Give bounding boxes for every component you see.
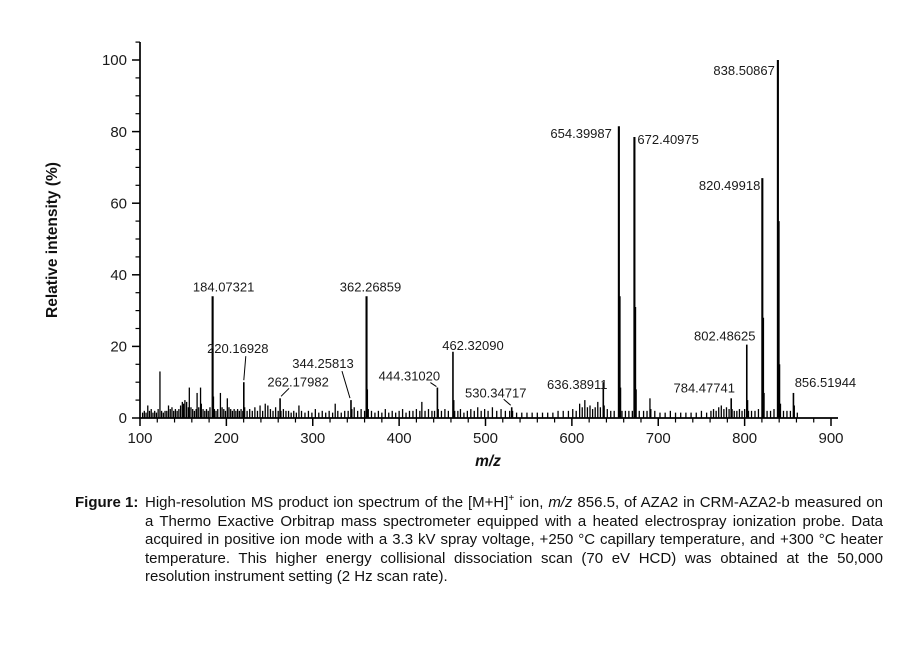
peak-label: 856.51944: [795, 375, 856, 390]
spectrum-chart: 100 200 300 400 500 600 700 800 900 0 20 40 60 80 100 1…: [44, 41, 856, 470]
caption-segment: 856.5, of AZA2 in CRM-AZA2-b measured on…: [145, 494, 883, 586]
peak-label-leader: [280, 387, 290, 397]
x-tick-label: 400: [387, 430, 412, 447]
y-tick-label: 20: [110, 339, 127, 356]
x-tick-label: 900: [818, 430, 843, 447]
x-axis-title: m/z: [475, 453, 501, 470]
peak-label: 220.16928: [207, 341, 268, 356]
x-tick-label: 800: [732, 430, 757, 447]
figure-caption-label: Figure 1:: [75, 494, 139, 511]
y-tick-label: 100: [102, 52, 127, 69]
x-tick-label: 700: [646, 430, 671, 447]
peak-label: 838.50867: [713, 63, 774, 78]
caption-segment: ion,: [514, 494, 549, 511]
peak-label: 802.48625: [694, 329, 755, 344]
figure-panel: 100 200 300 400 500 600 700 800 900 0 20 40 60 80 100 1…: [44, 41, 856, 470]
peak-label-leader: [430, 382, 437, 387]
figure-caption-text: High-resolution MS product ion spectrum …: [145, 494, 883, 587]
peak-label: 784.47741: [673, 380, 734, 395]
peak-label: 184.07321: [193, 279, 254, 294]
peak-label: 654.39987: [550, 126, 611, 141]
x-tick-label: 600: [559, 430, 584, 447]
peak-label-leader: [243, 356, 247, 381]
y-axis-title: Relative intensity (%): [44, 162, 61, 318]
y-tick-label: 0: [119, 410, 127, 427]
peak-label-leader: [503, 398, 512, 406]
figure-caption: Figure 1: High-resolution MS product ion…: [75, 494, 883, 587]
y-tick-label: 60: [110, 195, 127, 212]
peak-label-leader: [341, 370, 351, 399]
x-tick-label: 200: [214, 430, 239, 447]
x-tick-label: 100: [127, 430, 152, 447]
caption-segment: High-resolution MS product ion spectrum …: [145, 494, 509, 511]
y-tick-label: 80: [110, 124, 127, 141]
peak-label: 462.32090: [442, 338, 503, 353]
peak-label: 636.38911: [547, 377, 608, 392]
peak-label: 444.31020: [379, 369, 440, 384]
peak-label: 530.34717: [465, 385, 526, 400]
peak-label: 344.25813: [292, 356, 353, 371]
y-tick-label: 40: [110, 267, 127, 284]
peak-label: 362.26859: [340, 279, 401, 294]
peak-label: 262.17982: [267, 374, 328, 389]
x-tick-label: 300: [300, 430, 325, 447]
peak-label: 820.49918: [699, 178, 760, 193]
caption-segment: m/z: [548, 494, 573, 511]
x-tick-label: 500: [473, 430, 498, 447]
caption-segment: +: [508, 493, 515, 504]
peak-label: 672.40975: [637, 132, 698, 147]
